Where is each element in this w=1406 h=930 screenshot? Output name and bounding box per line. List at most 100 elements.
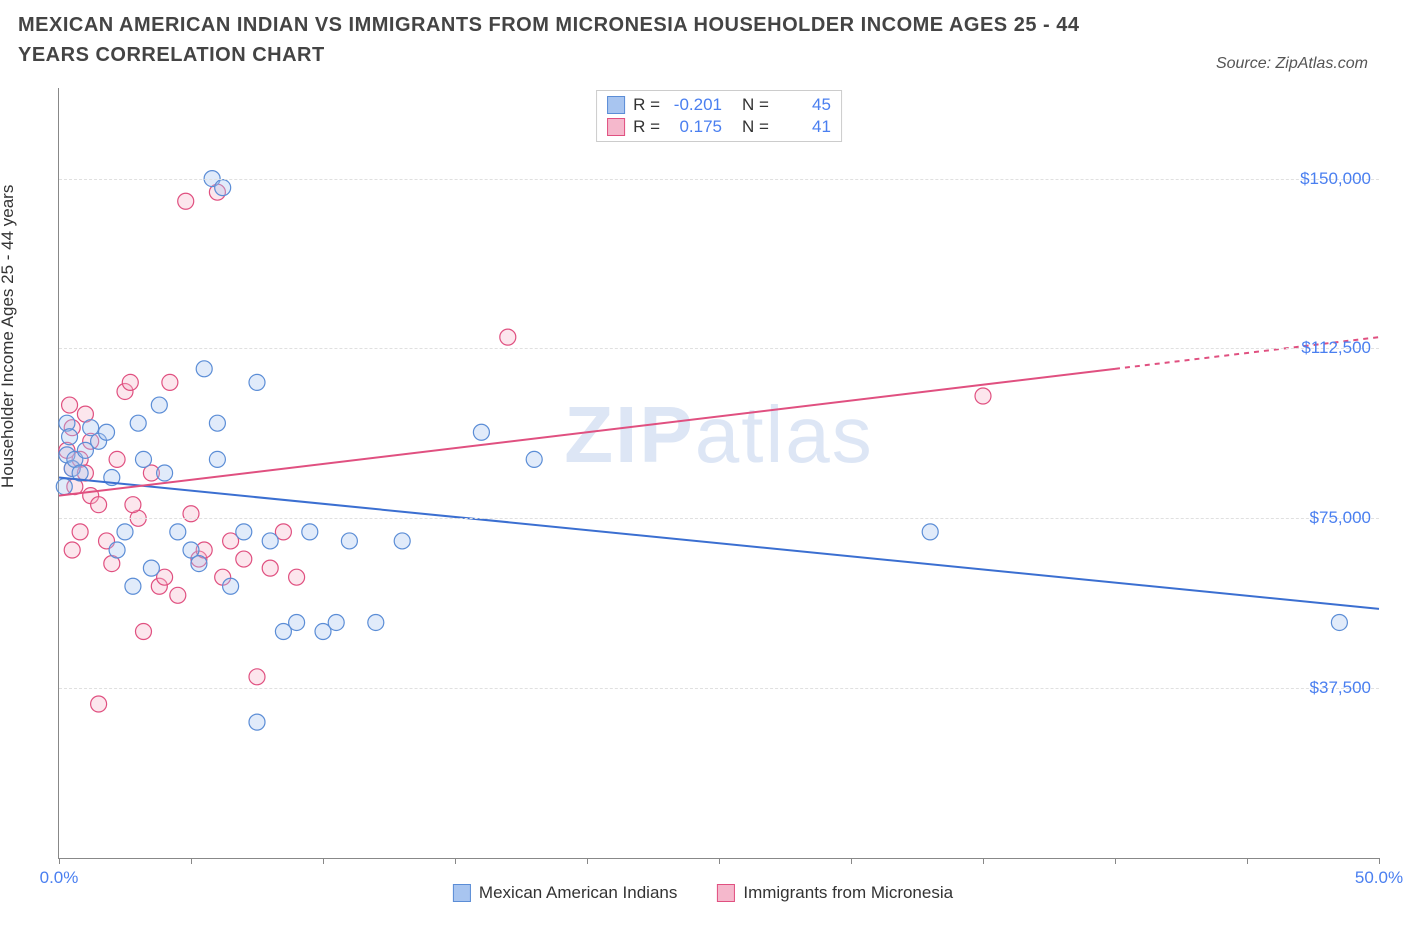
series-legend-label: Mexican American Indians [479, 883, 677, 903]
source-attribution: Source: ZipAtlas.com [1216, 55, 1368, 73]
gridline-h [59, 688, 1379, 689]
legend-r-value: -0.201 [672, 95, 722, 115]
scatter-point [368, 614, 384, 630]
legend-n-value: 45 [781, 95, 831, 115]
scatter-point [56, 479, 72, 495]
scatter-point [117, 524, 133, 540]
scatter-point [249, 374, 265, 390]
scatter-point [62, 397, 78, 413]
scatter-point [62, 429, 78, 445]
y-tick-label: $37,500 [1310, 678, 1371, 698]
chart-container: Householder Income Ages 25 - 44 years ZI… [18, 88, 1388, 908]
scatter-point [302, 524, 318, 540]
x-tick [1379, 858, 1380, 864]
scatter-point [183, 506, 199, 522]
legend-row: R = -0.201 N = 45 [607, 95, 831, 115]
scatter-point [209, 415, 225, 431]
scatter-point [209, 451, 225, 467]
scatter-point [157, 465, 173, 481]
gridline-h [59, 518, 1379, 519]
scatter-point [64, 542, 80, 558]
scatter-point [249, 669, 265, 685]
scatter-point [1331, 614, 1347, 630]
scatter-point [135, 451, 151, 467]
x-tick [1247, 858, 1248, 864]
chart-title: MEXICAN AMERICAN INDIAN VS IMMIGRANTS FR… [18, 10, 1138, 70]
scatter-point [289, 614, 305, 630]
scatter-point [91, 696, 107, 712]
y-tick-label: $150,000 [1300, 169, 1371, 189]
gridline-h [59, 179, 1379, 180]
x-tick-label: 0.0% [40, 868, 79, 888]
x-tick [851, 858, 852, 864]
scatter-point [99, 424, 115, 440]
series-legend: Mexican American Indians Immigrants from … [453, 883, 953, 903]
scatter-point [236, 524, 252, 540]
scatter-point [262, 560, 278, 576]
scatter-point [170, 587, 186, 603]
legend-swatch [607, 118, 625, 136]
scatter-point [109, 542, 125, 558]
legend-row: R = 0.175 N = 41 [607, 117, 831, 137]
scatter-point [249, 714, 265, 730]
scatter-point [215, 180, 231, 196]
legend-n-value: 41 [781, 117, 831, 137]
legend-swatch [607, 96, 625, 114]
scatter-point [151, 397, 167, 413]
scatter-point [223, 578, 239, 594]
plot-area: ZIPatlas R =-0.201N =45R =0.175N =41 $37… [58, 88, 1379, 859]
scatter-point [122, 374, 138, 390]
scatter-point [526, 451, 542, 467]
legend-r-value: 0.175 [672, 117, 722, 137]
x-tick [1115, 858, 1116, 864]
series-legend-item: Mexican American Indians [453, 883, 677, 903]
x-tick-label: 50.0% [1355, 868, 1403, 888]
trend-line [59, 369, 1115, 496]
scatter-point [341, 533, 357, 549]
scatter-point [236, 551, 252, 567]
plot-svg [59, 88, 1379, 858]
trend-line [59, 478, 1379, 609]
legend-swatch [717, 884, 735, 902]
x-tick [323, 858, 324, 864]
x-tick [455, 858, 456, 864]
scatter-point [196, 361, 212, 377]
scatter-point [975, 388, 991, 404]
scatter-point [109, 451, 125, 467]
scatter-point [328, 614, 344, 630]
x-tick [59, 858, 60, 864]
legend-swatch [453, 884, 471, 902]
y-axis-label: Householder Income Ages 25 - 44 years [0, 185, 18, 488]
scatter-point [125, 497, 141, 513]
scatter-point [72, 524, 88, 540]
x-tick [719, 858, 720, 864]
scatter-point [143, 560, 159, 576]
scatter-point [922, 524, 938, 540]
legend-n-label: N = [742, 95, 769, 115]
scatter-point [289, 569, 305, 585]
scatter-point [170, 524, 186, 540]
series-legend-label: Immigrants from Micronesia [743, 883, 953, 903]
scatter-point [262, 533, 278, 549]
x-tick [191, 858, 192, 864]
x-tick [983, 858, 984, 864]
scatter-point [91, 497, 107, 513]
y-tick-label: $112,500 [1301, 338, 1371, 358]
legend-r-label: R = [633, 95, 660, 115]
scatter-point [130, 415, 146, 431]
legend-r-label: R = [633, 117, 660, 137]
legend-n-label: N = [742, 117, 769, 137]
gridline-h [59, 348, 1379, 349]
correlation-legend: R = -0.201 N = 45 R = 0.175 N = 41 [596, 90, 842, 142]
scatter-point [178, 193, 194, 209]
scatter-point [500, 329, 516, 345]
scatter-point [191, 556, 207, 572]
scatter-point [394, 533, 410, 549]
scatter-point [162, 374, 178, 390]
scatter-point [473, 424, 489, 440]
scatter-point [135, 624, 151, 640]
y-tick-label: $75,000 [1310, 508, 1371, 528]
scatter-point [125, 578, 141, 594]
series-legend-item: Immigrants from Micronesia [717, 883, 953, 903]
x-tick [587, 858, 588, 864]
